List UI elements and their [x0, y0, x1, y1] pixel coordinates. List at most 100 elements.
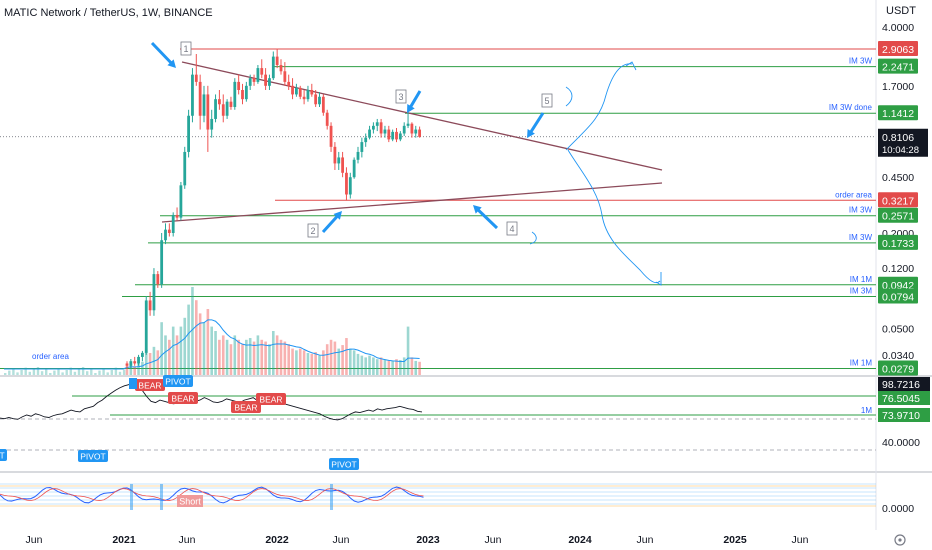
- candle-body: [191, 74, 194, 116]
- volume-bar: [45, 368, 48, 375]
- volume-bar: [252, 341, 256, 375]
- price-level-tag: [878, 192, 918, 208]
- volume-bar: [375, 359, 379, 375]
- candle-body: [398, 133, 402, 140]
- currency-label: USDT: [886, 5, 916, 17]
- x-tick-label: Jun: [485, 534, 502, 546]
- volume-bar: [191, 287, 194, 375]
- short-marker: [177, 495, 203, 507]
- candle-body: [302, 96, 306, 100]
- price-level-note: order area: [835, 190, 872, 199]
- candle-body: [214, 99, 217, 119]
- pivot-marker: [329, 458, 359, 470]
- volume-bar: [86, 371, 89, 375]
- candle-body: [256, 68, 260, 82]
- volume-bar: [391, 360, 394, 375]
- price-level-tag: [878, 276, 918, 292]
- projection-up-path: [565, 63, 633, 151]
- candle-body: [221, 104, 225, 116]
- volume-bar: [198, 313, 202, 375]
- volume-bar: [302, 350, 306, 375]
- volume-bar: [49, 373, 52, 375]
- annotation-arrow: [321, 212, 341, 234]
- price-level-value: 2.9063: [882, 44, 914, 56]
- candle-body: [314, 94, 318, 105]
- annotation-box: [180, 41, 192, 56]
- candle-body: [348, 177, 352, 195]
- time-axis: Jun 2021 Jun 2022 Jun 2023 Jun 2024 Jun 2025 Jun: [26, 534, 906, 546]
- volume-bar: [61, 372, 64, 375]
- price-level-value: 1.1412: [882, 108, 914, 120]
- osc-level-tag: [878, 391, 930, 405]
- volume-bar: [283, 341, 287, 375]
- bear-marker: [231, 401, 261, 413]
- candle-body: [383, 129, 387, 134]
- volume-bar: [94, 373, 97, 375]
- oscillator-panel: 1MPIVOTPIVOTBEARPIVOTBEARBEARBEARPIVOT: [0, 375, 876, 470]
- volume-bar: [187, 304, 190, 375]
- grid: [0, 0, 932, 530]
- candle-body: [198, 81, 202, 116]
- volume-bar: [383, 359, 387, 375]
- volume-bar: [356, 353, 360, 375]
- candle-body: [187, 115, 190, 152]
- volume-bar: [53, 370, 56, 375]
- volume-bar: [352, 350, 356, 375]
- settings-gear-icon[interactable]: [894, 534, 906, 546]
- volume-bar: [314, 352, 317, 375]
- annotation-arrowhead: [407, 104, 415, 113]
- price-level-tag: [878, 360, 918, 376]
- x-tick-label: Jun: [792, 534, 809, 546]
- x-tick-label: 2023: [416, 534, 440, 546]
- bear-marker: [135, 379, 165, 391]
- x-tick-label: Jun: [333, 534, 350, 546]
- settings-gear-icon-center: [898, 538, 902, 542]
- volume-bar: [77, 369, 81, 375]
- annotation-box: [506, 221, 518, 236]
- x-tick-label: Jun: [179, 534, 196, 546]
- osc-level-value: 98.7216: [882, 379, 920, 391]
- osc-level-note: 1M: [861, 406, 872, 415]
- candle-body: [260, 68, 264, 75]
- volume-bar: [345, 338, 348, 375]
- scribble-path: [529, 231, 537, 245]
- price-level-tag: [878, 207, 918, 223]
- volume-bar: [414, 360, 418, 375]
- pivot-marker: [163, 375, 193, 387]
- volume-bar: [387, 360, 391, 375]
- volume-bar: [298, 348, 302, 375]
- price-level-note: IM 3W: [849, 57, 873, 66]
- candle-body: [237, 81, 241, 90]
- marker-label: BEAR: [259, 395, 282, 405]
- candle-body: [356, 151, 360, 160]
- volume-bar: [106, 372, 109, 375]
- volume-bar: [364, 357, 367, 375]
- volume-bar: [325, 344, 329, 375]
- volume-bar: [156, 350, 160, 375]
- candle-body: [287, 81, 291, 86]
- volume-bar: [272, 331, 275, 375]
- volume-bar: [102, 368, 105, 375]
- price-level-note: IM 3M: [850, 287, 873, 296]
- volume-bar: [8, 370, 11, 375]
- y-tick-label: 4.0000: [882, 22, 914, 34]
- candle-body: [225, 101, 229, 116]
- volume-bar: [40, 371, 44, 375]
- candle-body: [248, 78, 252, 86]
- volume-bar: [256, 335, 260, 375]
- current-price-value: 0.8106: [882, 132, 914, 144]
- candle-body: [406, 123, 410, 126]
- candle-body: [283, 71, 287, 82]
- volume-bar: [118, 371, 122, 375]
- volume-bar: [16, 372, 19, 375]
- volume-bar: [168, 339, 171, 375]
- volume-bar: [206, 309, 210, 375]
- candle-body: [129, 361, 133, 366]
- annotation-label: 5: [544, 96, 549, 106]
- volume-bar: [36, 367, 40, 375]
- volume-bar: [160, 322, 163, 375]
- candles: [125, 48, 421, 369]
- y-tick-label: 1.7000: [882, 81, 914, 93]
- pivot-marker: [0, 449, 7, 461]
